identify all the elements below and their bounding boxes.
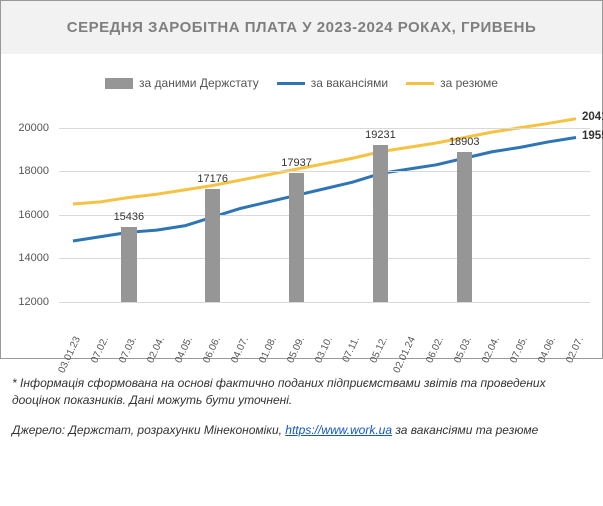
legend-item: за даними Держстату <box>105 76 259 90</box>
plot: 15436171761793719231189031955320414 <box>59 106 590 302</box>
bar-label: 18903 <box>449 136 480 148</box>
bar <box>121 227 136 302</box>
source-line: Джерело: Держстат, розрахунки Мінекономі… <box>0 415 603 451</box>
gridline <box>59 128 590 129</box>
bar-label: 19231 <box>365 129 396 141</box>
legend-swatch <box>277 82 305 85</box>
legend-swatch <box>105 78 133 89</box>
bar <box>289 173 304 302</box>
bar <box>457 152 472 302</box>
chart-title: СЕРЕДНЯ ЗАРОБІТНА ПЛАТА У 2023-2024 РОКА… <box>1 1 602 54</box>
gridline <box>59 302 590 303</box>
y-tick: 12000 <box>18 296 49 308</box>
gridline <box>59 258 590 259</box>
legend-item: за вакансіями <box>277 76 388 90</box>
x-axis: 03.01.2307.02.07.03.02.04.04.05.06.06.04… <box>59 304 590 358</box>
source-prefix: Джерело: Держстат, розрахунки Мінекономі… <box>12 423 285 437</box>
y-axis: 1200014000160001800020000 <box>1 106 55 302</box>
legend-label: за резюме <box>440 76 498 90</box>
bar <box>373 145 388 302</box>
y-tick: 16000 <box>18 209 49 221</box>
line-end-label: 19553 <box>582 130 603 142</box>
legend-item: за резюме <box>406 76 498 90</box>
plot-area: 12000 14000 16000 18000 20000 15436 17176 1793… <box>1 98 602 358</box>
y-tick: 18000 <box>18 165 49 177</box>
series-line <box>73 138 576 242</box>
gridline <box>59 171 590 172</box>
legend-label: за даними Держстату <box>139 76 259 90</box>
bar <box>205 189 220 302</box>
y-tick: 20000 <box>18 122 49 134</box>
bar-label: 17176 <box>197 173 228 185</box>
bar-label: 15436 <box>114 211 145 223</box>
legend: за даними Держстату за вакансіями за резюм… <box>1 54 602 98</box>
footnote: * Інформація сформована на основі фактич… <box>0 359 603 415</box>
legend-label: за вакансіями <box>311 76 388 90</box>
y-tick: 14000 <box>18 252 49 264</box>
source-link[interactable]: https://www.work.ua <box>285 423 392 437</box>
bar-label: 17937 <box>281 157 312 169</box>
line-end-label: 20414 <box>582 111 603 123</box>
line-layer <box>59 106 590 302</box>
chart-container: СЕРЕДНЯ ЗАРОБІТНА ПЛАТА У 2023-2024 РОКА… <box>0 0 603 359</box>
series-line <box>73 119 576 204</box>
legend-swatch <box>406 82 434 85</box>
source-suffix: за вакансіями та резюме <box>392 423 538 437</box>
